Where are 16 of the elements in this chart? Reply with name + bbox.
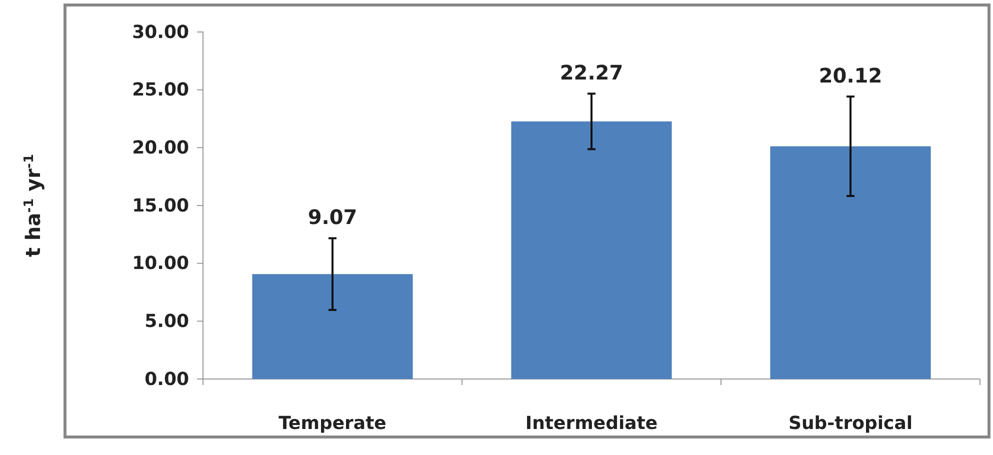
x-tick-label: Intermediate [525,413,658,434]
y-tick-label: 5.00 [144,310,189,332]
y-tick-label: 20.00 [132,137,189,158]
x-tick-label: Temperate [278,413,386,434]
y-tick-label: 25.00 [132,80,189,101]
data-label: 9.07 [308,205,358,230]
data-label: 20.12 [818,64,882,88]
y-tick-label: 30.00 [132,22,189,43]
y-tick-label: 10.00 [132,253,189,274]
x-tick-label: Sub-tropical [788,413,913,434]
data-label: 22.27 [560,60,624,85]
y-tick-label: 0.00 [144,368,189,390]
bar [252,274,413,379]
bar [511,121,672,379]
y-tick-label: 15.00 [132,195,189,216]
bar [770,146,931,379]
